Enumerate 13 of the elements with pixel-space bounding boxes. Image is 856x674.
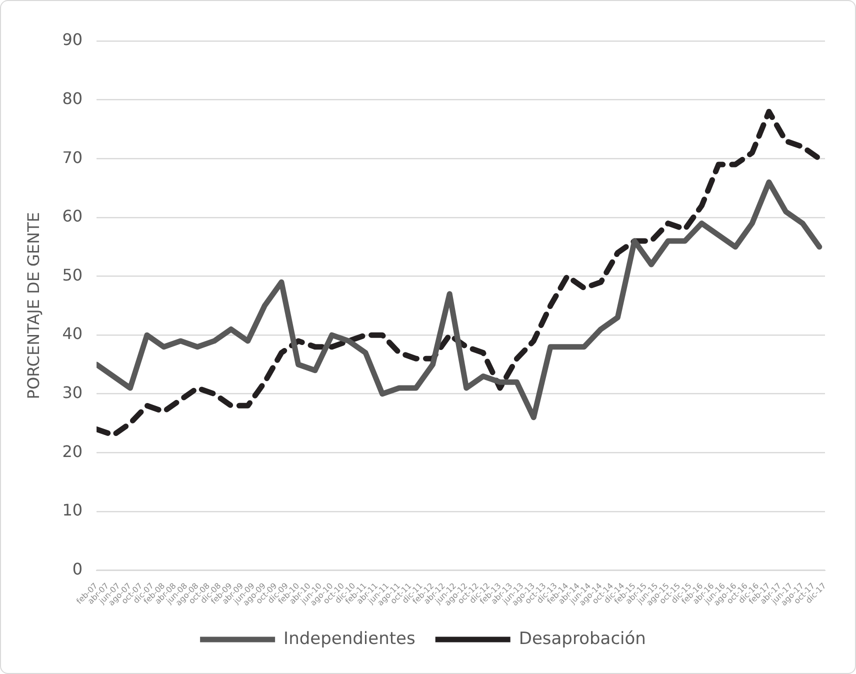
y-tick-label: 90 bbox=[62, 30, 83, 50]
y-tick-label: 10 bbox=[62, 500, 83, 520]
y-tick-label: 50 bbox=[62, 265, 83, 284]
y-tick-label: 60 bbox=[62, 206, 83, 226]
y-tick-label: 20 bbox=[62, 442, 83, 461]
y-tick-label: 0 bbox=[72, 560, 83, 579]
legend-label: Desaprobación bbox=[518, 628, 646, 649]
y-axis-title: PORCENTAJE DE GENTE bbox=[24, 212, 43, 400]
legend-label: Independientes bbox=[284, 628, 416, 649]
y-tick-label: 80 bbox=[62, 88, 83, 108]
y-tick-label: 70 bbox=[62, 148, 83, 167]
y-tick-label: 40 bbox=[62, 324, 83, 344]
y-tick-label: 30 bbox=[62, 383, 83, 402]
